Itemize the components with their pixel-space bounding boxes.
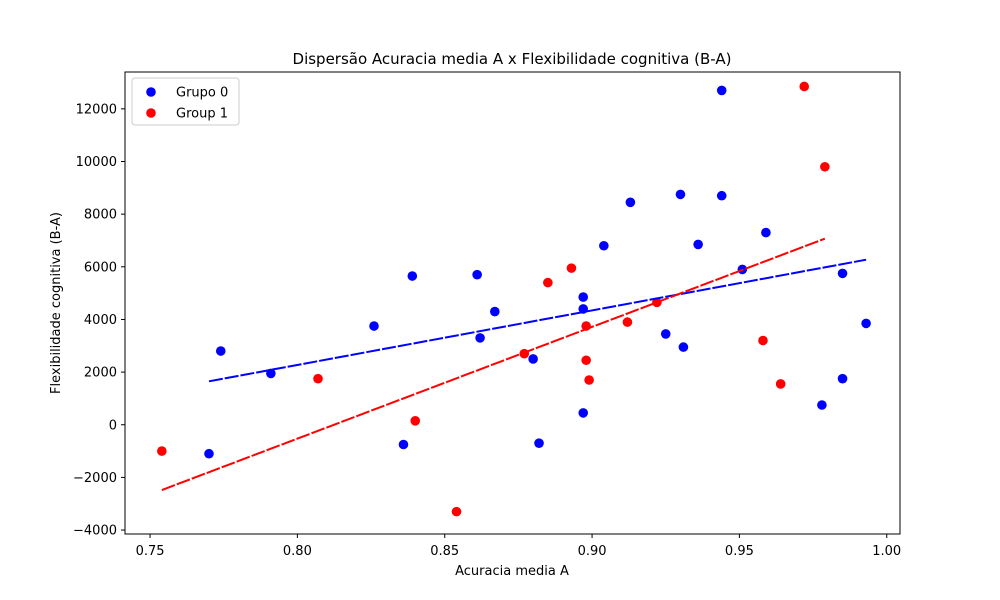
data-point bbox=[313, 373, 323, 384]
data-point bbox=[622, 317, 633, 327]
y-axis-label: Flexibilidade cognitiva (B-A) bbox=[49, 212, 64, 394]
data-point bbox=[215, 346, 226, 356]
data-point bbox=[820, 161, 830, 172]
data-point bbox=[407, 271, 418, 281]
data-point bbox=[693, 239, 703, 250]
x-tick-label: 0.85 bbox=[430, 544, 459, 559]
x-tick-label: 0.90 bbox=[578, 544, 607, 559]
legend-box bbox=[131, 77, 240, 126]
data-point bbox=[398, 439, 409, 450]
x-tick-label: 0.95 bbox=[725, 544, 754, 559]
data-point bbox=[625, 197, 636, 208]
y-tick-label: 8000 bbox=[84, 208, 117, 223]
trend-line bbox=[161, 237, 826, 491]
y-tick-label: −4000 bbox=[73, 524, 117, 539]
trend-line bbox=[208, 258, 867, 383]
data-point bbox=[578, 292, 589, 302]
x-tick-label: 0.75 bbox=[136, 544, 165, 559]
data-point bbox=[775, 379, 786, 389]
data-point bbox=[584, 375, 594, 385]
y-tick-label: 6000 bbox=[84, 260, 117, 275]
legend: Grupo 0 Group 1 bbox=[131, 77, 240, 126]
data-point bbox=[534, 438, 544, 448]
data-point bbox=[758, 335, 768, 346]
data-point bbox=[678, 342, 689, 352]
y-axis: −4000 −2000 0 2000 4000 6000 8000 10000 12000 bbox=[73, 102, 125, 539]
plot-frame bbox=[124, 71, 901, 535]
legend-marker bbox=[146, 108, 156, 118]
data-point bbox=[837, 373, 848, 384]
y-tick-label: −2000 bbox=[73, 471, 117, 486]
data-point bbox=[566, 263, 577, 273]
data-point bbox=[837, 268, 848, 279]
y-tick-label: 4000 bbox=[84, 313, 117, 328]
data-point bbox=[528, 354, 538, 364]
chart-title: Dispersão Acuracia media A x Flexibilida… bbox=[293, 50, 732, 68]
data-point bbox=[817, 400, 827, 410]
legend-marker bbox=[146, 87, 156, 97]
x-tick-label: 1.00 bbox=[872, 544, 901, 559]
data-point bbox=[204, 448, 214, 459]
data-point bbox=[410, 416, 421, 426]
data-point bbox=[578, 304, 589, 314]
data-point bbox=[675, 189, 686, 200]
data-point bbox=[761, 227, 771, 238]
x-axis-label: Acuracia media A bbox=[455, 564, 569, 579]
data-point bbox=[369, 321, 379, 331]
data-point bbox=[581, 355, 591, 366]
data-point bbox=[861, 318, 871, 329]
legend-label: Group 1 bbox=[176, 107, 228, 122]
data-point bbox=[660, 329, 671, 339]
data-point bbox=[599, 240, 609, 251]
y-tick-label: 12000 bbox=[76, 102, 117, 117]
data-point bbox=[716, 190, 727, 201]
legend-label: Grupo 0 bbox=[176, 86, 228, 101]
data-point bbox=[543, 277, 553, 288]
x-axis: 0.75 0.80 0.85 0.90 0.95 1.00 bbox=[136, 534, 901, 559]
data-point bbox=[157, 446, 167, 456]
x-tick-label: 0.80 bbox=[283, 544, 312, 559]
data-point bbox=[472, 269, 482, 280]
data-point bbox=[475, 333, 485, 343]
y-tick-label: 2000 bbox=[84, 366, 117, 381]
data-point bbox=[578, 408, 589, 418]
y-tick-label: 10000 bbox=[76, 155, 117, 170]
data-point bbox=[799, 81, 810, 92]
data-point bbox=[490, 306, 500, 317]
plot-content bbox=[157, 81, 871, 517]
y-tick-label: 0 bbox=[109, 418, 117, 433]
data-point bbox=[716, 85, 727, 96]
data-point bbox=[451, 506, 462, 517]
